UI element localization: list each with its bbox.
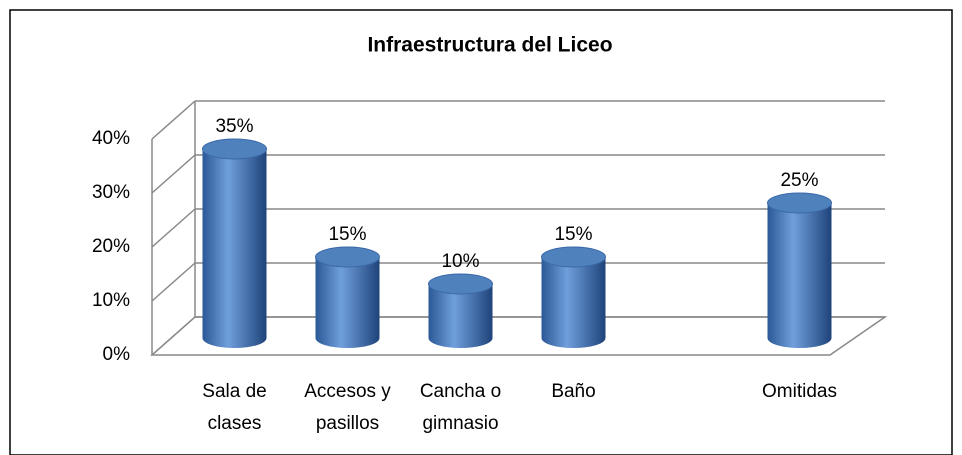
bar-top	[767, 192, 832, 214]
x-tick-label: Cancha o gimnasio	[419, 381, 502, 434]
y-tick-label: 30%	[92, 182, 130, 203]
y-tick-label: 20%	[92, 236, 130, 257]
x-tick-label: Accesos y pasillos	[304, 381, 391, 434]
bar-top	[315, 246, 380, 268]
y-tick-label: 0%	[103, 344, 131, 365]
bar	[428, 284, 493, 348]
grid-line-side	[151, 262, 196, 302]
x-tick-label: Sala de clases	[202, 381, 267, 434]
bar-top	[202, 138, 267, 160]
bar	[315, 257, 380, 348]
value-label: 25%	[780, 170, 818, 191]
value-label: 15%	[328, 224, 366, 245]
grid-line-side	[151, 100, 196, 140]
value-label: 10%	[441, 251, 479, 272]
bar-top	[428, 273, 493, 295]
value-label: 35%	[215, 116, 253, 137]
y-tick-label: 10%	[92, 290, 130, 311]
bar-top	[541, 246, 606, 268]
grid-line-side	[151, 208, 196, 248]
grid-line-side	[151, 316, 196, 356]
y-tick-label: 40%	[92, 128, 130, 149]
bar	[767, 203, 832, 348]
bar	[202, 149, 267, 348]
chart-title: Infraestructura del Liceo	[367, 34, 612, 57]
bar	[541, 257, 606, 348]
grid-line-side	[151, 154, 196, 194]
chart-frame	[9, 9, 953, 455]
x-tick-label: Baño	[551, 381, 596, 402]
x-tick-label: Omitidas	[762, 381, 837, 402]
value-label: 15%	[554, 224, 592, 245]
